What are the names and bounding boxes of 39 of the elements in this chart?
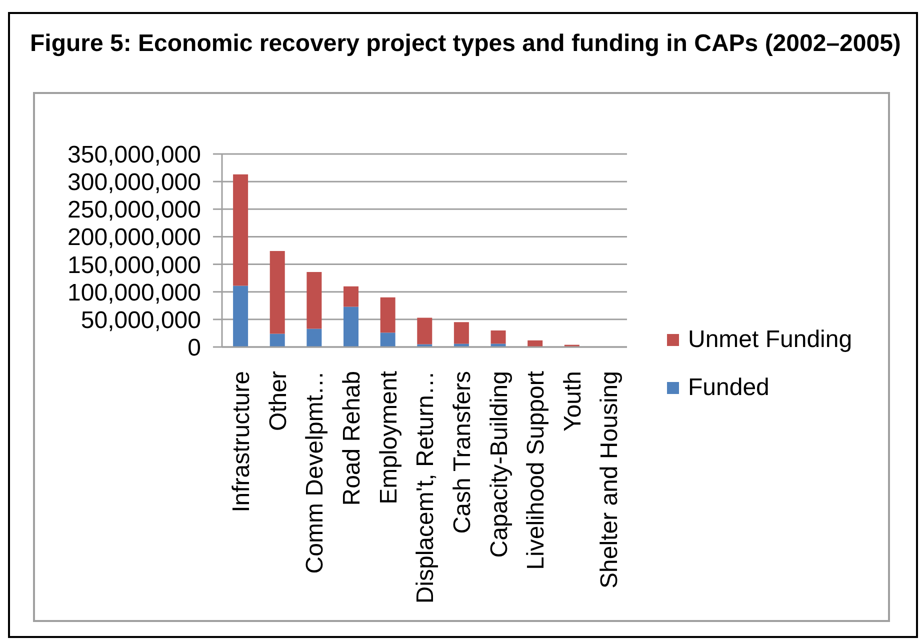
bar [233, 174, 248, 286]
y-tick-label: 250,000,000 [68, 196, 201, 224]
x-tick-label: Capacity-Building [486, 371, 513, 558]
bar [344, 306, 358, 347]
x-tick-label: Infrastructure [228, 371, 256, 512]
x-tick-label: Displacem't, Return… [412, 371, 440, 604]
bar [306, 272, 322, 329]
x-tick-label: Livelihood Support [522, 370, 550, 570]
y-tick-label: 0 [188, 334, 201, 362]
legend-label: Unmet Funding [688, 326, 852, 354]
bar [380, 297, 396, 333]
x-tick-label: Youth [559, 371, 586, 432]
bar [233, 286, 248, 347]
bar [344, 286, 358, 307]
bar [528, 340, 543, 347]
y-tick-label: 150,000,000 [68, 252, 201, 279]
legend-label: Funded [688, 374, 770, 402]
bar [417, 318, 432, 344]
x-tick-label: Comm Develpmt… [302, 371, 329, 574]
x-tick-label: Employment [375, 370, 402, 504]
y-tick-label: 100,000,000 [68, 279, 201, 306]
bar [490, 344, 506, 347]
y-tick-label: 50,000,000 [80, 306, 201, 334]
x-tick-label: Road Rehab [338, 371, 366, 506]
bar [270, 251, 285, 334]
chart-title: Figure 5: Economic recovery project types and funding in CAPs (2002–2005) [30, 30, 901, 58]
x-tick-label: Other [264, 371, 292, 432]
x-tick-label: Shelter and Housing [596, 371, 624, 588]
bar [417, 344, 432, 347]
y-tick-label: 300,000,000 [68, 169, 201, 196]
bar [454, 344, 469, 347]
bar [270, 334, 285, 347]
bar [490, 330, 506, 344]
y-tick-label: 350,000,000 [68, 142, 201, 169]
bar [454, 322, 469, 344]
bar [306, 328, 322, 347]
bar [380, 332, 396, 347]
y-tick-label: 200,000,000 [68, 224, 201, 252]
x-tick-label: Cash Transfers [448, 371, 476, 534]
